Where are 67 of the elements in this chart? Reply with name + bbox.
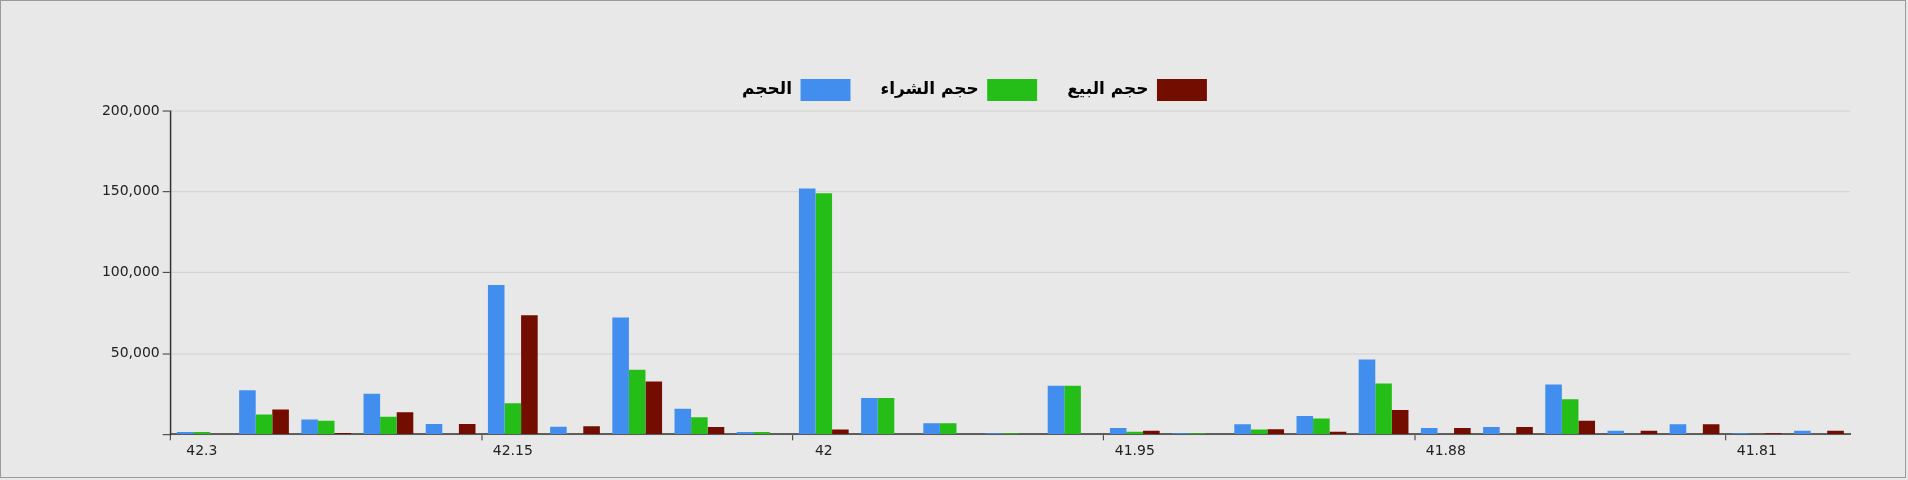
bar	[939, 423, 957, 434]
y-tick-label: 200,000	[101, 101, 160, 118]
bar	[301, 419, 318, 434]
bar	[1234, 424, 1251, 434]
bar	[1126, 431, 1144, 434]
x-tick-label: 42	[814, 442, 833, 459]
bar	[1640, 430, 1658, 434]
y-tick-label: 100,000	[101, 263, 160, 280]
bar	[628, 369, 646, 434]
bar	[1578, 420, 1596, 434]
bar	[521, 315, 538, 434]
bar	[1607, 430, 1625, 434]
bar	[380, 416, 397, 434]
bar	[1794, 430, 1811, 434]
y-tick-label: 150,000	[101, 182, 160, 199]
bar	[255, 414, 273, 434]
bar	[1143, 430, 1160, 434]
x-tick-label: 42.15	[492, 442, 533, 459]
x-tick-label: 41.95	[1114, 442, 1155, 459]
bar	[1420, 428, 1438, 434]
bar	[1064, 385, 1081, 434]
bar	[798, 188, 816, 434]
bar	[1669, 424, 1687, 434]
bar	[1109, 428, 1127, 434]
bar	[877, 397, 895, 434]
bar	[458, 424, 476, 434]
bar	[861, 397, 878, 434]
bar	[1516, 426, 1533, 434]
bar	[1313, 418, 1330, 434]
bar	[612, 317, 629, 434]
bar	[317, 420, 335, 434]
x-tick-label: 41.81	[1736, 442, 1777, 459]
bar	[239, 390, 256, 434]
bar	[1358, 359, 1376, 434]
bar	[487, 284, 505, 434]
bar	[1296, 415, 1314, 434]
bar	[1545, 384, 1562, 434]
legend-label: الحجم	[742, 78, 793, 99]
legend-label: حجم الشراء	[880, 78, 979, 100]
bar	[1391, 409, 1409, 434]
bar	[1375, 383, 1392, 434]
bar	[1702, 424, 1720, 434]
bar	[815, 193, 833, 434]
bar	[1329, 431, 1347, 434]
bar	[1267, 429, 1285, 434]
bar	[1827, 430, 1844, 434]
bar	[923, 423, 940, 434]
bar	[583, 426, 600, 434]
bar	[707, 426, 725, 434]
bar	[504, 403, 522, 434]
bar	[1561, 399, 1579, 434]
bar	[550, 426, 567, 434]
bar	[272, 409, 289, 434]
bar	[425, 424, 443, 434]
bar	[396, 412, 414, 434]
bar	[691, 417, 708, 434]
legend-label: حجم البيع	[1067, 78, 1149, 100]
x-tick-label: 41.88	[1425, 442, 1466, 459]
bar	[363, 393, 381, 434]
bar	[1454, 428, 1471, 434]
bar	[1483, 426, 1500, 434]
bar	[832, 429, 849, 434]
bar	[674, 408, 692, 434]
bar	[1047, 385, 1065, 434]
y-tick-label: 50,000	[110, 344, 160, 361]
x-tick-label: 42.3	[186, 442, 218, 459]
bar	[645, 381, 663, 434]
